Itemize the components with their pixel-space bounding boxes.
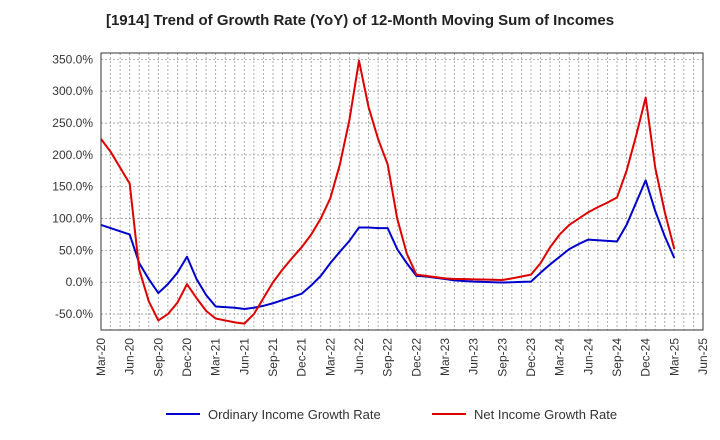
x-tick-label: Dec-24: [639, 338, 653, 377]
x-tick-label: Sep-22: [381, 338, 395, 377]
series-lines: [100, 59, 676, 325]
y-tick-label: 0.0%: [66, 275, 94, 289]
plot-frame: [100, 52, 704, 331]
x-tick-label: Dec-21: [295, 338, 309, 377]
legend-label: Ordinary Income Growth Rate: [208, 407, 381, 422]
y-tick-label: -50.0%: [55, 307, 93, 321]
x-tick-label: Mar-24: [553, 338, 567, 376]
x-tick-label: Mar-23: [438, 338, 452, 376]
x-tick-label: Dec-22: [409, 338, 423, 377]
x-tick-label: Sep-20: [151, 338, 165, 377]
series-line-ordinary-income: [100, 179, 676, 310]
y-tick-label: 100.0%: [52, 212, 93, 226]
x-tick-label: Mar-22: [323, 338, 337, 376]
x-tick-label: Jun-21: [237, 338, 251, 375]
x-tick-label: Jun-23: [467, 338, 481, 375]
series-line-net-income: [100, 59, 676, 325]
x-tick-label: Jun-20: [123, 338, 137, 375]
y-tick-label: 300.0%: [52, 84, 93, 98]
x-tick-label: Sep-23: [495, 338, 509, 377]
y-tick-label: 150.0%: [52, 180, 93, 194]
legend: Ordinary Income Growth Rate Net Income Gr…: [166, 407, 617, 422]
y-tick-label: 250.0%: [52, 116, 93, 130]
y-tick-label: 350.0%: [52, 52, 93, 66]
x-axis: Mar-20 Jun-20 Sep-20 Dec-20 Mar-21 Jun-21 Sep-…: [94, 338, 710, 377]
y-tick-label: 50.0%: [59, 243, 93, 257]
x-tick-label: Mar-25: [667, 338, 681, 376]
y-axis: 350.0% 300.0% 250.0% 200.0% 150.0% 100.0% 50.0…: [52, 52, 93, 321]
legend-label: Net Income Growth Rate: [474, 407, 617, 422]
x-tick-label: Mar-20: [94, 338, 108, 376]
x-tick-label: Dec-23: [524, 338, 538, 377]
x-tick-label: Sep-24: [610, 338, 624, 377]
x-tick-label: Jun-22: [352, 338, 366, 375]
grid: [100, 53, 704, 330]
x-tick-label: Dec-20: [180, 338, 194, 377]
x-tick-label: Jun-25: [696, 338, 710, 375]
x-tick-label: Mar-21: [209, 338, 223, 376]
y-tick-label: 200.0%: [52, 148, 93, 162]
chart-title: [1914] Trend of Growth Rate (YoY) of 12-…: [106, 12, 614, 29]
x-tick-label: Jun-24: [581, 338, 595, 375]
x-tick-label: Sep-21: [266, 338, 280, 377]
